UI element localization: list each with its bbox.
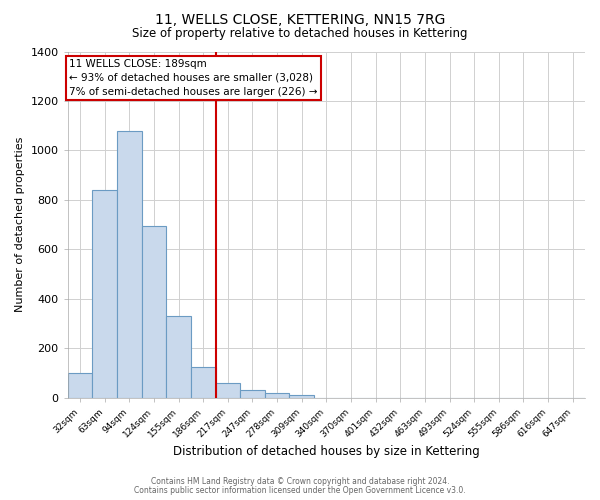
Y-axis label: Number of detached properties: Number of detached properties <box>15 137 25 312</box>
Bar <box>240 390 265 398</box>
Text: 11, WELLS CLOSE, KETTERING, NN15 7RG: 11, WELLS CLOSE, KETTERING, NN15 7RG <box>155 12 445 26</box>
Bar <box>191 367 215 398</box>
Bar <box>166 316 191 398</box>
Text: Contains public sector information licensed under the Open Government Licence v3: Contains public sector information licen… <box>134 486 466 495</box>
Bar <box>92 190 117 398</box>
Text: 11 WELLS CLOSE: 189sqm
← 93% of detached houses are smaller (3,028)
7% of semi-d: 11 WELLS CLOSE: 189sqm ← 93% of detached… <box>69 59 317 97</box>
Bar <box>142 226 166 398</box>
Bar <box>117 130 142 398</box>
Bar <box>215 383 240 398</box>
Bar <box>289 396 314 398</box>
Text: Size of property relative to detached houses in Kettering: Size of property relative to detached ho… <box>132 28 468 40</box>
Bar <box>68 373 92 398</box>
Bar <box>265 393 289 398</box>
Text: Contains HM Land Registry data © Crown copyright and database right 2024.: Contains HM Land Registry data © Crown c… <box>151 477 449 486</box>
X-axis label: Distribution of detached houses by size in Kettering: Distribution of detached houses by size … <box>173 444 480 458</box>
